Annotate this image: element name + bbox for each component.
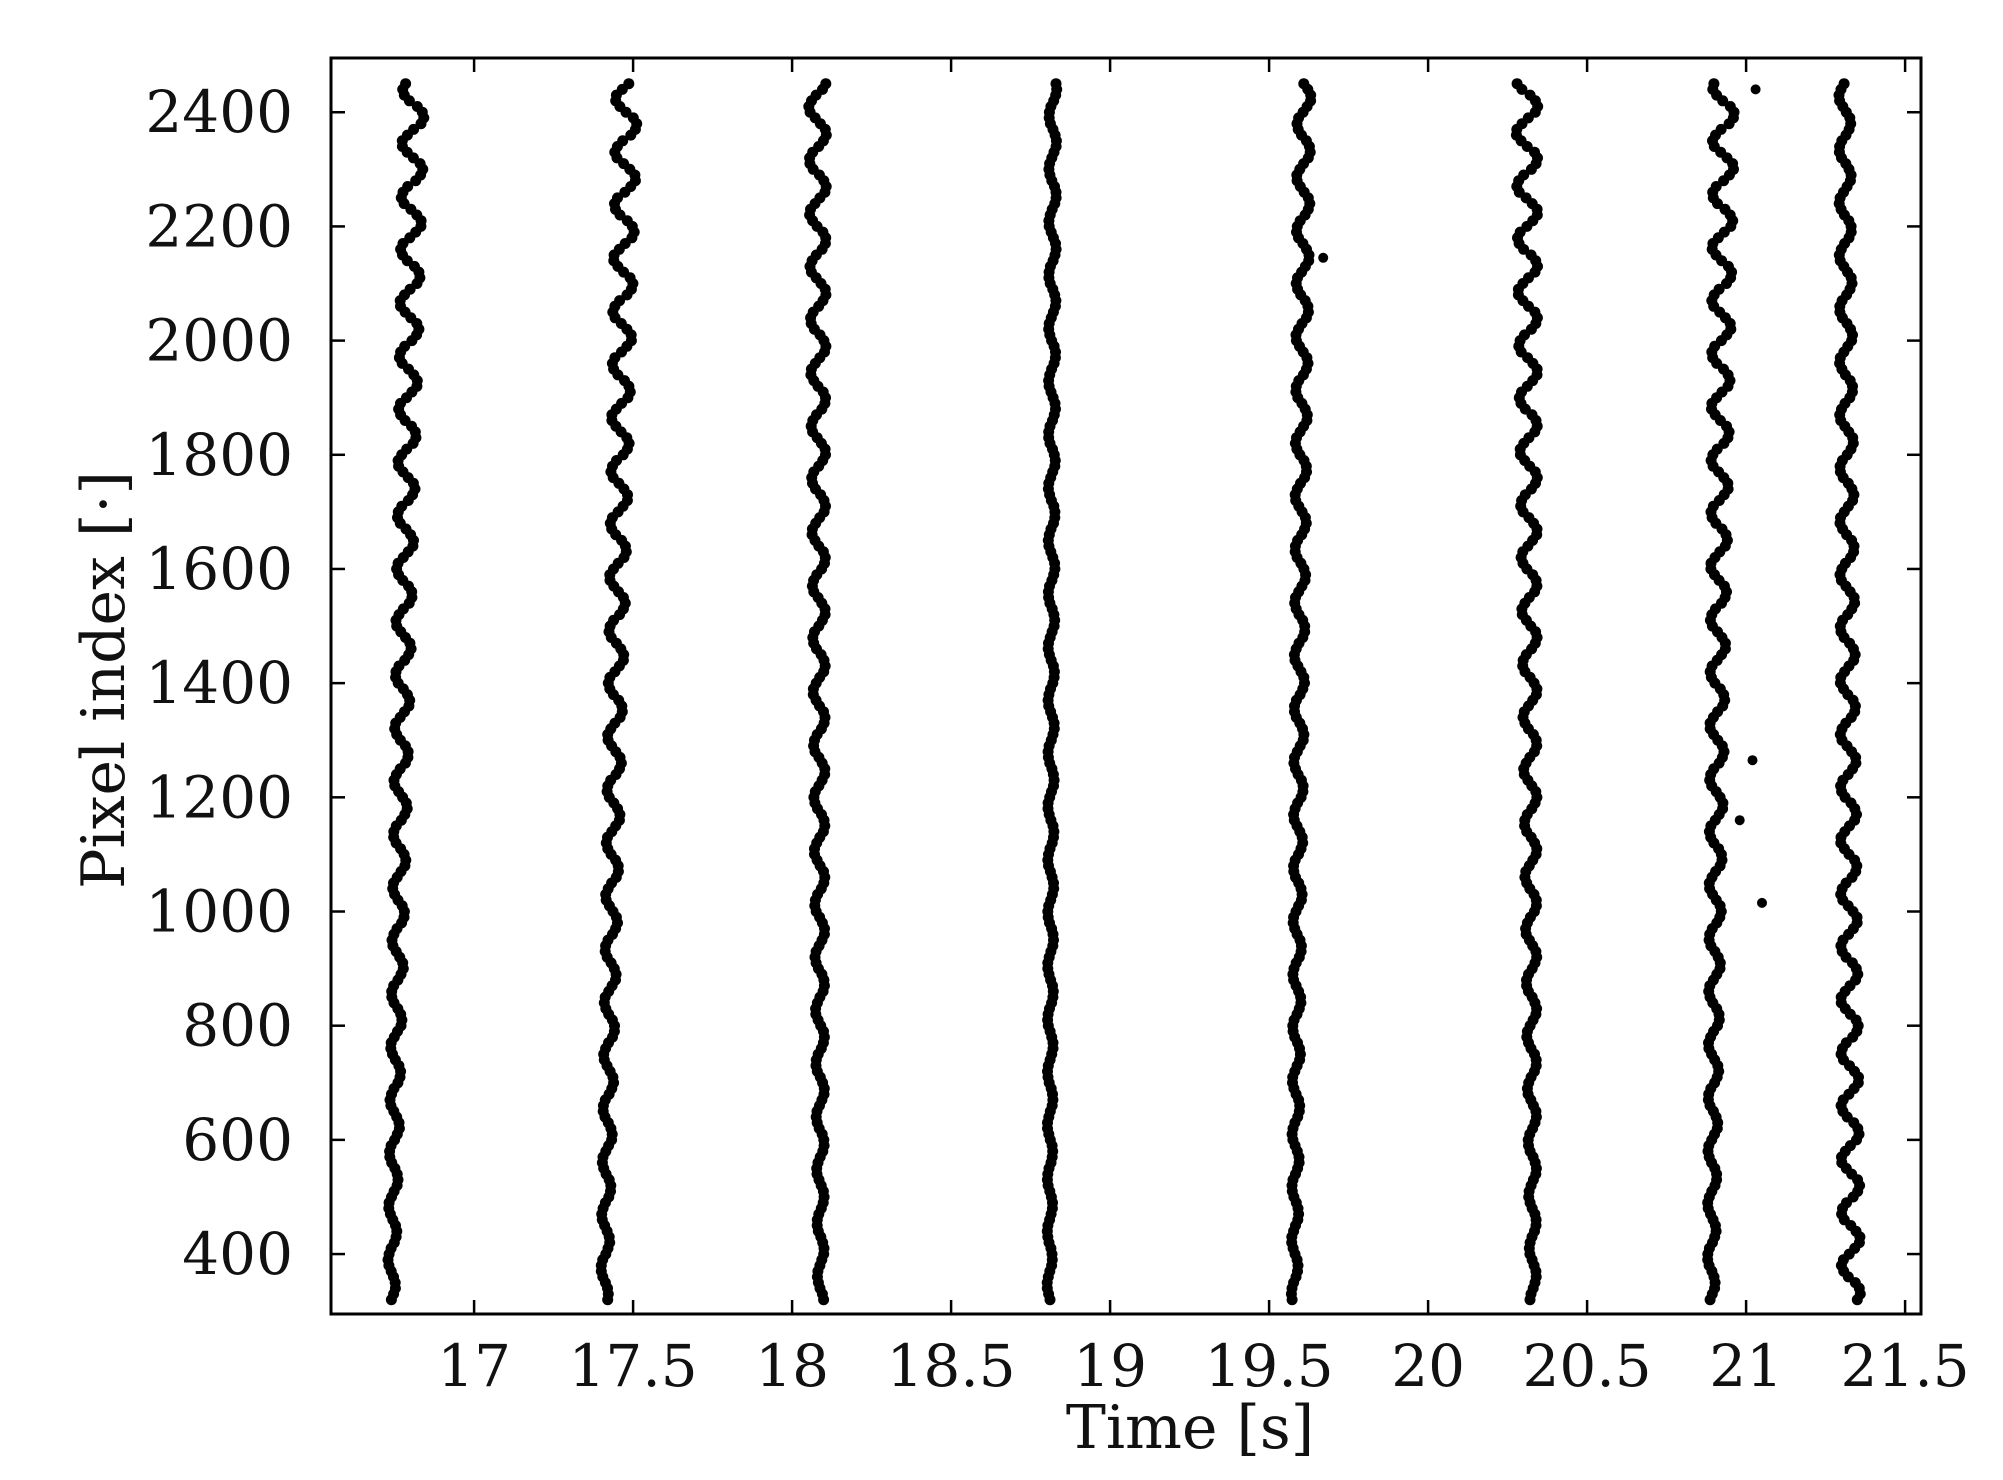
spike-point bbox=[1050, 78, 1062, 90]
outlier-point bbox=[1734, 815, 1745, 826]
spike-point bbox=[820, 78, 832, 90]
plot-frame bbox=[329, 56, 1923, 1316]
spike-point bbox=[1708, 78, 1720, 90]
spike-point bbox=[614, 295, 626, 307]
outlier-point bbox=[1747, 755, 1758, 766]
spike-point bbox=[1724, 101, 1736, 112]
spike-point bbox=[1518, 169, 1530, 181]
x-tick-label: 17.5 bbox=[569, 1332, 698, 1400]
spike-point bbox=[1511, 78, 1523, 90]
y-tick-label: 1200 bbox=[145, 763, 293, 831]
spike-point bbox=[411, 101, 423, 112]
y-tick-label: 2000 bbox=[145, 307, 293, 375]
x-axis-label: Time [s] bbox=[1066, 1393, 1314, 1463]
x-tick-label: 21.5 bbox=[1841, 1332, 1970, 1400]
spike-point bbox=[1298, 78, 1310, 90]
y-tick-label: 1600 bbox=[145, 535, 293, 603]
y-tick-label: 2400 bbox=[145, 78, 293, 146]
data-points bbox=[382, 78, 1866, 1306]
outlier-point bbox=[1757, 897, 1767, 908]
spike-point bbox=[612, 192, 623, 204]
spike-point bbox=[408, 123, 420, 135]
spike-point bbox=[1715, 123, 1727, 135]
x-tick-label: 19.5 bbox=[1205, 1332, 1334, 1400]
y-axis-label: Pixel index [·] bbox=[69, 471, 139, 889]
spike-point bbox=[402, 181, 414, 192]
spike-point bbox=[617, 135, 629, 147]
spike-point bbox=[400, 78, 412, 90]
y-tick-label: 400 bbox=[182, 1220, 293, 1288]
outlier-point bbox=[1318, 252, 1329, 263]
outlier-point bbox=[1750, 84, 1761, 95]
y-tick-label: 2200 bbox=[145, 192, 293, 260]
y-tick-label: 1800 bbox=[145, 421, 293, 489]
x-tick-label: 21 bbox=[1709, 1332, 1783, 1400]
spike-point bbox=[623, 78, 635, 90]
spike-point bbox=[1713, 283, 1725, 295]
x-tick-label: 20 bbox=[1391, 1332, 1465, 1400]
x-tick-label: 18.5 bbox=[887, 1332, 1016, 1400]
spike-point bbox=[1710, 181, 1722, 192]
spike-point bbox=[1524, 89, 1536, 101]
x-tick-label: 20.5 bbox=[1523, 1332, 1652, 1400]
axis-ticks bbox=[331, 58, 1921, 1314]
y-tick-label: 1400 bbox=[145, 649, 293, 717]
y-tick-label: 600 bbox=[182, 1106, 293, 1174]
spike-point bbox=[1719, 203, 1731, 215]
spike-point bbox=[1838, 78, 1850, 90]
x-tick-label: 19 bbox=[1073, 1332, 1147, 1400]
x-tick-label: 18 bbox=[755, 1332, 829, 1400]
y-tick-label: 1000 bbox=[145, 878, 293, 946]
tick-labels: 17 17.5 18 18.5 19 19.5 20 20.5 21 21.5 400 600 800 1… bbox=[145, 78, 1969, 1400]
x-tick-label: 17 bbox=[437, 1332, 511, 1400]
y-tick-label: 800 bbox=[182, 992, 293, 1060]
spike-point bbox=[1525, 249, 1537, 261]
